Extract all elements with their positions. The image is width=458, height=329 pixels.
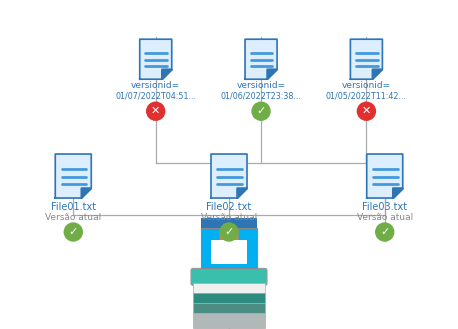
- Bar: [201, 218, 257, 228]
- Text: ✕: ✕: [151, 106, 160, 116]
- Circle shape: [147, 102, 165, 120]
- Text: 01/06/2022T23:38...: 01/06/2022T23:38...: [221, 91, 301, 100]
- Polygon shape: [372, 69, 382, 79]
- Polygon shape: [350, 39, 382, 79]
- Text: ✓: ✓: [256, 106, 266, 116]
- Bar: [193, 283, 265, 293]
- Polygon shape: [140, 39, 172, 79]
- Polygon shape: [393, 188, 403, 198]
- Circle shape: [376, 223, 394, 241]
- Text: ✕: ✕: [362, 106, 371, 116]
- Polygon shape: [211, 154, 247, 198]
- Circle shape: [357, 102, 376, 120]
- Text: File01.txt: File01.txt: [51, 202, 96, 212]
- Text: Versão atual: Versão atual: [45, 213, 101, 222]
- Text: File03.txt: File03.txt: [362, 202, 407, 212]
- Text: File02.txt: File02.txt: [207, 202, 251, 212]
- Text: Versão atual: Versão atual: [201, 213, 257, 222]
- FancyBboxPatch shape: [219, 229, 239, 240]
- Polygon shape: [55, 154, 91, 198]
- Text: ✓: ✓: [380, 227, 389, 237]
- Text: versionid=: versionid=: [131, 81, 180, 90]
- Circle shape: [220, 223, 238, 241]
- Text: versionid=: versionid=: [342, 81, 391, 90]
- Text: 01/05/2022T11:42...: 01/05/2022T11:42...: [326, 91, 407, 100]
- Polygon shape: [81, 188, 91, 198]
- Polygon shape: [245, 39, 277, 79]
- Bar: [201, 228, 257, 268]
- Circle shape: [252, 102, 270, 120]
- Bar: [193, 314, 265, 328]
- Text: ✓: ✓: [69, 227, 78, 237]
- Polygon shape: [162, 69, 172, 79]
- Text: 01/07/2022T04:51...: 01/07/2022T04:51...: [115, 91, 196, 100]
- Polygon shape: [267, 69, 277, 79]
- Bar: [211, 240, 247, 264]
- Text: Versão atual: Versão atual: [357, 213, 413, 222]
- Text: ✓: ✓: [224, 227, 234, 237]
- Polygon shape: [367, 154, 403, 198]
- Bar: [193, 303, 265, 314]
- FancyBboxPatch shape: [191, 268, 267, 285]
- Circle shape: [64, 223, 82, 241]
- Polygon shape: [237, 188, 247, 198]
- Bar: [193, 293, 265, 303]
- Text: versionid=: versionid=: [236, 81, 286, 90]
